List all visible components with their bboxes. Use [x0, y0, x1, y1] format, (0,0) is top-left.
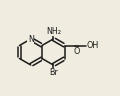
Text: NH₂: NH₂: [46, 27, 61, 36]
Text: OH: OH: [87, 41, 99, 50]
Text: O: O: [73, 47, 79, 56]
Text: N: N: [28, 34, 34, 43]
Text: Br: Br: [49, 68, 58, 77]
